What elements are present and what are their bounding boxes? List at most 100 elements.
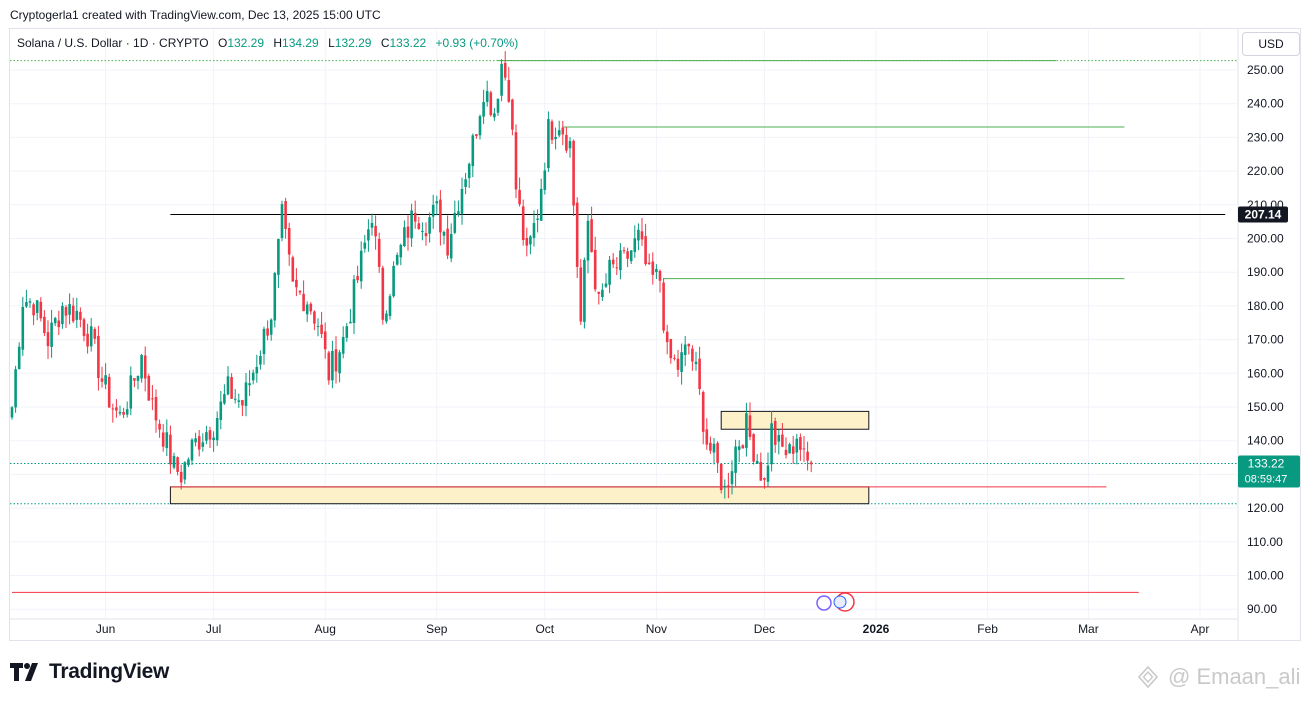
candle-body[interactable] <box>694 361 698 365</box>
candle-body[interactable] <box>773 420 777 445</box>
candle-body[interactable] <box>100 378 104 382</box>
candle-body[interactable] <box>615 267 619 269</box>
candle-body[interactable] <box>179 471 183 483</box>
candle-body[interactable] <box>25 302 28 307</box>
candle-body[interactable] <box>14 369 17 408</box>
candle-body[interactable] <box>705 429 709 445</box>
candle-body[interactable] <box>133 378 136 381</box>
candle-body[interactable] <box>46 332 50 347</box>
candle-body[interactable] <box>129 375 133 409</box>
candle-body[interactable] <box>10 407 14 418</box>
candle-body[interactable] <box>79 311 82 320</box>
candle-body[interactable] <box>388 296 392 316</box>
candle-body[interactable] <box>579 267 583 322</box>
candle-body[interactable] <box>190 439 194 461</box>
candle-body[interactable] <box>259 356 262 365</box>
candle-body[interactable] <box>143 355 147 379</box>
candle-body[interactable] <box>737 446 741 450</box>
us-flag-icon[interactable] <box>833 595 847 609</box>
candle-body[interactable] <box>367 229 370 241</box>
candle-body[interactable] <box>35 300 39 313</box>
candle-body[interactable] <box>309 303 313 312</box>
candle-body[interactable] <box>43 316 46 334</box>
candle-body[interactable] <box>554 137 557 139</box>
candle-body[interactable] <box>280 204 284 239</box>
candle-body[interactable] <box>349 321 352 324</box>
candle-body[interactable] <box>734 446 737 473</box>
candle-body[interactable] <box>536 218 539 220</box>
candle-body[interactable] <box>428 217 431 234</box>
candle-body[interactable] <box>421 230 424 232</box>
candle-body[interactable] <box>565 134 568 151</box>
candle-body[interactable] <box>158 423 161 430</box>
candle-body[interactable] <box>89 326 93 347</box>
candle-body[interactable] <box>784 449 788 456</box>
candle-body[interactable] <box>115 407 118 411</box>
candle-body[interactable] <box>766 465 770 482</box>
candle-body[interactable] <box>809 462 813 465</box>
candle-body[interactable] <box>53 317 57 324</box>
candle-body[interactable] <box>586 220 590 261</box>
candle-body[interactable] <box>507 80 511 102</box>
candle-body[interactable] <box>475 134 478 137</box>
candle-body[interactable] <box>61 305 64 325</box>
candle-body[interactable] <box>241 400 244 406</box>
candle-body[interactable] <box>755 460 759 464</box>
candle-body[interactable] <box>496 98 500 113</box>
candle-body[interactable] <box>453 213 457 233</box>
candle-body[interactable] <box>608 259 611 285</box>
candle-body[interactable] <box>788 444 791 454</box>
candle-body[interactable] <box>17 346 21 370</box>
candle-body[interactable] <box>680 352 683 372</box>
candle-body[interactable] <box>723 485 727 488</box>
candle-body[interactable] <box>687 343 691 347</box>
candle-body[interactable] <box>424 233 428 237</box>
candle-body[interactable] <box>147 375 151 401</box>
candle-body[interactable] <box>377 238 381 267</box>
candle-body[interactable] <box>449 233 453 259</box>
candle-body[interactable] <box>212 437 215 441</box>
candle-body[interactable] <box>572 140 575 206</box>
candle-body[interactable] <box>460 188 464 214</box>
candle-body[interactable] <box>622 250 626 252</box>
candle-body[interactable] <box>323 331 327 350</box>
candle-body[interactable] <box>806 451 809 461</box>
candle-body[interactable] <box>176 457 179 472</box>
candle-body[interactable] <box>305 304 309 315</box>
candle-body[interactable] <box>403 227 406 247</box>
candle-body[interactable] <box>269 319 273 335</box>
candle-body[interactable] <box>698 358 701 390</box>
candle-body[interactable] <box>482 101 485 117</box>
candle-body[interactable] <box>395 254 399 265</box>
candle-body[interactable] <box>273 273 277 321</box>
candle-body[interactable] <box>543 170 547 190</box>
candle-body[interactable] <box>255 366 259 374</box>
ai-event-icon[interactable] <box>816 595 832 611</box>
candle-body[interactable] <box>593 249 597 290</box>
candle-body[interactable] <box>568 141 572 149</box>
candle-body[interactable] <box>611 259 615 265</box>
candle-body[interactable] <box>295 279 298 288</box>
candle-body[interactable] <box>485 90 489 102</box>
candle-body[interactable] <box>647 262 651 265</box>
candle-body[interactable] <box>665 331 669 343</box>
candle-body[interactable] <box>399 244 403 258</box>
candle-body[interactable] <box>345 326 349 338</box>
candle-body[interactable] <box>111 408 115 410</box>
candle-body[interactable] <box>201 442 205 447</box>
candle-body[interactable] <box>197 436 201 450</box>
candle-body[interactable] <box>352 279 356 323</box>
candle-body[interactable] <box>183 462 187 480</box>
candle-body[interactable] <box>777 435 781 442</box>
candle-body[interactable] <box>709 442 712 451</box>
candle-body[interactable] <box>226 376 230 395</box>
candle-body[interactable] <box>676 358 680 370</box>
candle-body[interactable] <box>97 335 100 379</box>
candle-body[interactable] <box>244 382 248 406</box>
candle-body[interactable] <box>320 324 323 334</box>
candle-body[interactable] <box>266 328 269 336</box>
candle-body[interactable] <box>392 265 395 297</box>
candle-body[interactable] <box>727 485 730 487</box>
support-resistance-zone[interactable] <box>169 486 870 505</box>
